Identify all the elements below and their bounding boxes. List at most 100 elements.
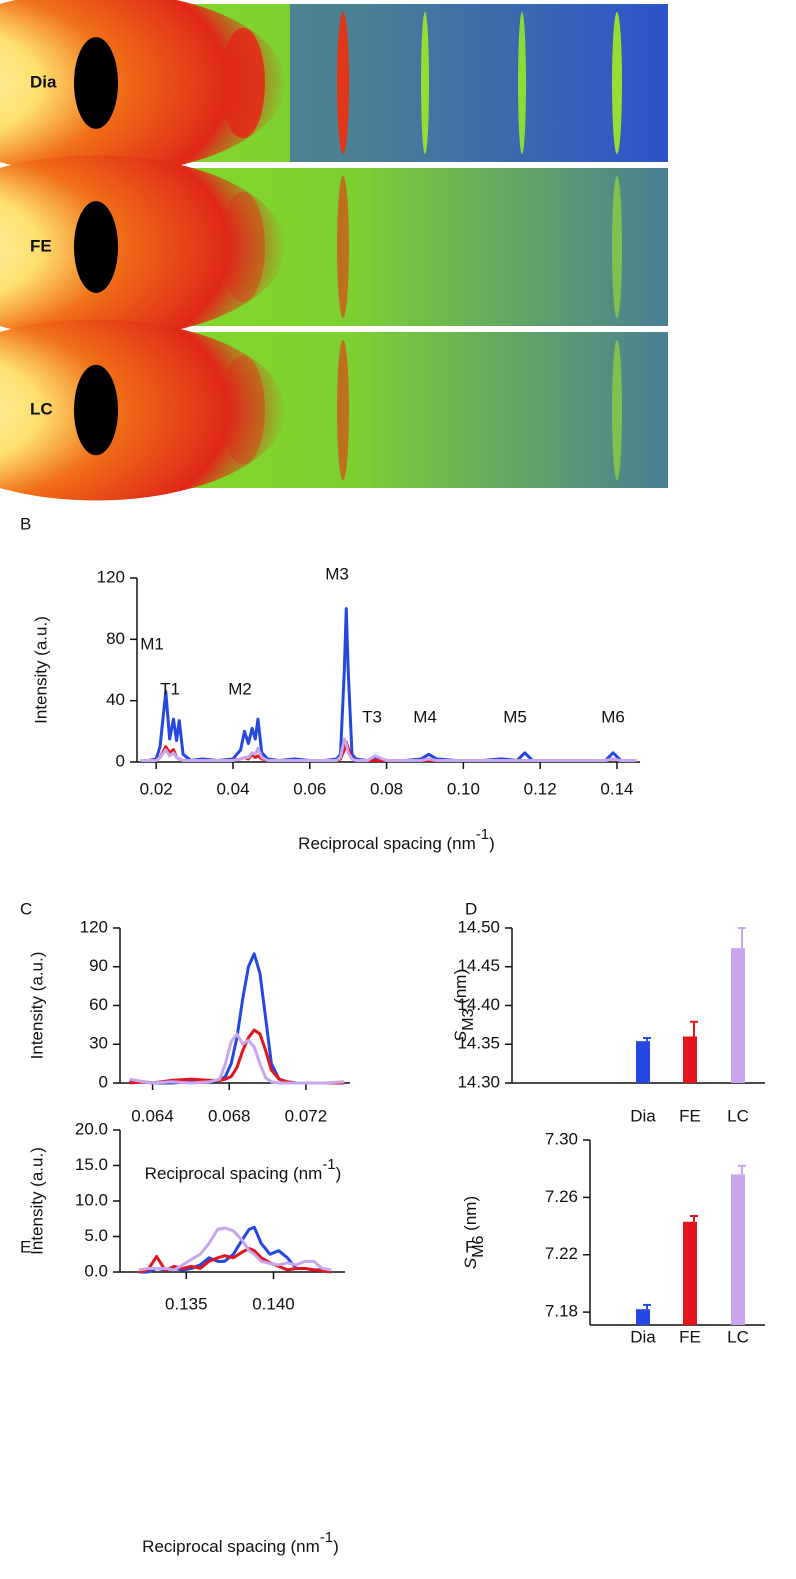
x-tick-label: 0.14 bbox=[600, 779, 633, 798]
x-tick-label: 0.10 bbox=[447, 779, 480, 798]
beam-glow bbox=[0, 155, 286, 339]
bar bbox=[683, 1221, 697, 1325]
diffraction-image bbox=[0, 155, 668, 339]
x-tick-label: 0.02 bbox=[140, 779, 173, 798]
y-tick-label: 14.50 bbox=[457, 917, 500, 936]
x-label-text: Reciprocal spacing (nm bbox=[142, 1537, 320, 1556]
x-tick-label: 0.064 bbox=[131, 1106, 174, 1125]
y-label-symbol: S bbox=[461, 1257, 480, 1269]
row-label: Dia bbox=[30, 72, 57, 91]
peak-annotation: M1 bbox=[140, 634, 164, 653]
y-label-unit: (nm) bbox=[451, 969, 470, 1009]
beam-stop bbox=[74, 201, 118, 293]
row-label: FE bbox=[30, 236, 52, 255]
reflection-arc bbox=[518, 11, 526, 155]
x-axis-label: Reciprocal spacing (nm-1) bbox=[145, 1156, 342, 1184]
panel-letter: D bbox=[465, 899, 477, 918]
series-line bbox=[140, 607, 637, 762]
y-tick-label: 7.30 bbox=[545, 1129, 578, 1148]
peak-annotation: M5 bbox=[503, 707, 527, 726]
x-tick-label: 0.12 bbox=[524, 779, 557, 798]
y-tick-label: 20.0 bbox=[75, 1119, 108, 1138]
y-tick-label: 14.45 bbox=[457, 956, 500, 975]
x-tick-label: 0.06 bbox=[293, 779, 326, 798]
y-tick-label: 30 bbox=[89, 1034, 108, 1053]
panel-letter: E bbox=[20, 1237, 31, 1256]
y-label-subscript: M3 bbox=[460, 1008, 477, 1030]
x-tick-label: Dia bbox=[630, 1327, 656, 1346]
panel-letter: F bbox=[465, 1237, 475, 1256]
y-label-unit: (nm) bbox=[461, 1196, 480, 1236]
x-label-text: Reciprocal spacing (nm bbox=[298, 834, 476, 853]
y-tick-label: 120 bbox=[97, 567, 125, 586]
x-tick-label: 0.08 bbox=[370, 779, 403, 798]
panel-letter: B bbox=[20, 514, 31, 533]
x-tick-label: Dia bbox=[630, 1106, 656, 1125]
beam-glow bbox=[0, 319, 286, 501]
bar bbox=[731, 1174, 745, 1325]
series-line bbox=[129, 1032, 345, 1085]
y-axis-label: Intensity (a.u.) bbox=[27, 1147, 46, 1255]
y-tick-label: 14.30 bbox=[457, 1072, 500, 1091]
peak-annotation: M3 bbox=[325, 564, 349, 583]
reflection-arc bbox=[421, 11, 429, 155]
reflection-arc bbox=[337, 339, 349, 481]
y-tick-label: 60 bbox=[89, 995, 108, 1014]
x-tick-label: 0.072 bbox=[285, 1106, 328, 1125]
y-tick-label: 10.0 bbox=[75, 1190, 108, 1209]
x-label-superscript: -1 bbox=[322, 1156, 335, 1173]
reflection-arc bbox=[612, 11, 622, 155]
row-label: LC bbox=[30, 399, 53, 418]
peak-annotation: M4 bbox=[413, 707, 437, 726]
y-axis-label: Intensity (a.u.) bbox=[31, 616, 50, 724]
series-line bbox=[140, 737, 637, 762]
peak-annotation: T3 bbox=[362, 707, 382, 726]
x-label-superscript: -1 bbox=[320, 1529, 333, 1546]
x-label-text: Reciprocal spacing (nm bbox=[145, 1164, 323, 1183]
y-label-subscript: M6 bbox=[470, 1235, 487, 1257]
y-tick-label: 7.18 bbox=[545, 1302, 578, 1321]
x-tick-label: FE bbox=[679, 1106, 701, 1125]
x-label-superscript: -1 bbox=[476, 826, 489, 843]
x-tick-label: LC bbox=[727, 1106, 749, 1125]
image-band bbox=[290, 4, 668, 162]
diffraction-image bbox=[0, 0, 668, 175]
y-tick-label: 0 bbox=[116, 751, 125, 770]
x-tick-label: 0.068 bbox=[208, 1106, 251, 1125]
peak-annotation: T1 bbox=[160, 679, 180, 698]
y-tick-label: 0.0 bbox=[84, 1261, 108, 1280]
y-label-symbol: S bbox=[451, 1030, 470, 1042]
diffraction-image bbox=[0, 319, 668, 501]
x-label-suffix: ) bbox=[336, 1164, 342, 1183]
y-tick-label: 7.26 bbox=[545, 1187, 578, 1206]
series-line bbox=[140, 740, 637, 762]
peak-annotation: M6 bbox=[601, 707, 625, 726]
bar bbox=[731, 948, 745, 1083]
y-axis-label: SM6 (nm) bbox=[461, 1196, 487, 1269]
y-tick-label: 90 bbox=[89, 956, 108, 975]
series-line bbox=[138, 1226, 332, 1272]
reflection-arc bbox=[337, 11, 349, 155]
x-tick-label: 0.135 bbox=[165, 1294, 208, 1313]
y-tick-label: 40 bbox=[106, 690, 125, 709]
bar bbox=[636, 1309, 650, 1325]
y-tick-label: 0 bbox=[99, 1072, 108, 1091]
beam-stop bbox=[74, 364, 118, 456]
y-tick-label: 7.22 bbox=[545, 1244, 578, 1263]
y-axis-label: Intensity (a.u.) bbox=[27, 952, 46, 1060]
y-tick-label: 120 bbox=[80, 917, 108, 936]
reflection-arc bbox=[612, 339, 622, 481]
y-tick-label: 5.0 bbox=[84, 1226, 108, 1245]
reflection-arc bbox=[612, 175, 622, 319]
x-axis-label: Reciprocal spacing (nm-1) bbox=[142, 1529, 339, 1557]
bar bbox=[636, 1041, 650, 1083]
x-label-suffix: ) bbox=[489, 834, 495, 853]
x-axis-label: Reciprocal spacing (nm-1) bbox=[298, 826, 495, 854]
x-label-suffix: ) bbox=[333, 1537, 339, 1556]
y-tick-label: 14.40 bbox=[457, 995, 500, 1014]
y-tick-label: 80 bbox=[106, 629, 125, 648]
reflection-arc bbox=[337, 175, 349, 319]
bar bbox=[683, 1036, 697, 1083]
x-tick-label: 0.140 bbox=[252, 1294, 295, 1313]
